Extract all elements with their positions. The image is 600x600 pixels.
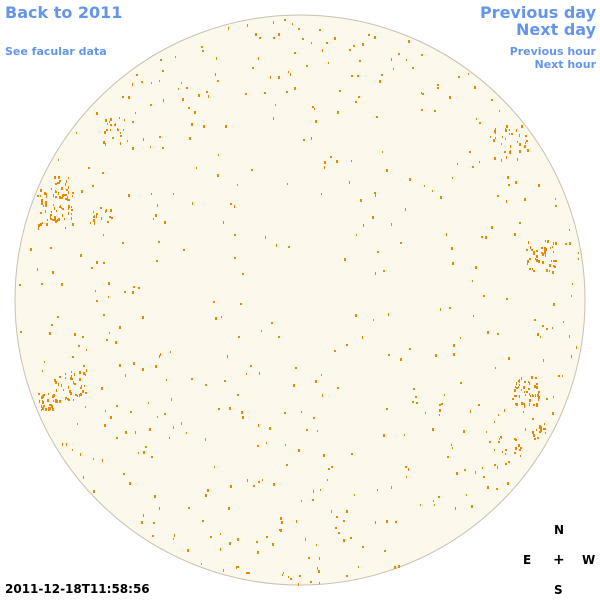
previous-hour-link[interactable]: Previous hour (509, 45, 596, 58)
compass-south: S (554, 583, 563, 597)
next-day-link[interactable]: Next day (516, 20, 596, 39)
compass-west: W (582, 553, 596, 567)
compass-east: E (523, 553, 532, 567)
see-facular-data-link[interactable]: See facular data (5, 45, 107, 58)
previous-day-link[interactable]: Previous day (479, 3, 596, 22)
faculae-layer (19, 19, 579, 586)
observation-timestamp: 2011-12-18T11:58:56 (5, 582, 150, 596)
back-to-year-link[interactable]: Back to 2011 (5, 3, 123, 22)
compass-center-icon: + (553, 552, 565, 568)
next-hour-link[interactable]: Next hour (534, 58, 597, 71)
solar-disk (14, 14, 586, 586)
compass-north: N (554, 523, 565, 537)
